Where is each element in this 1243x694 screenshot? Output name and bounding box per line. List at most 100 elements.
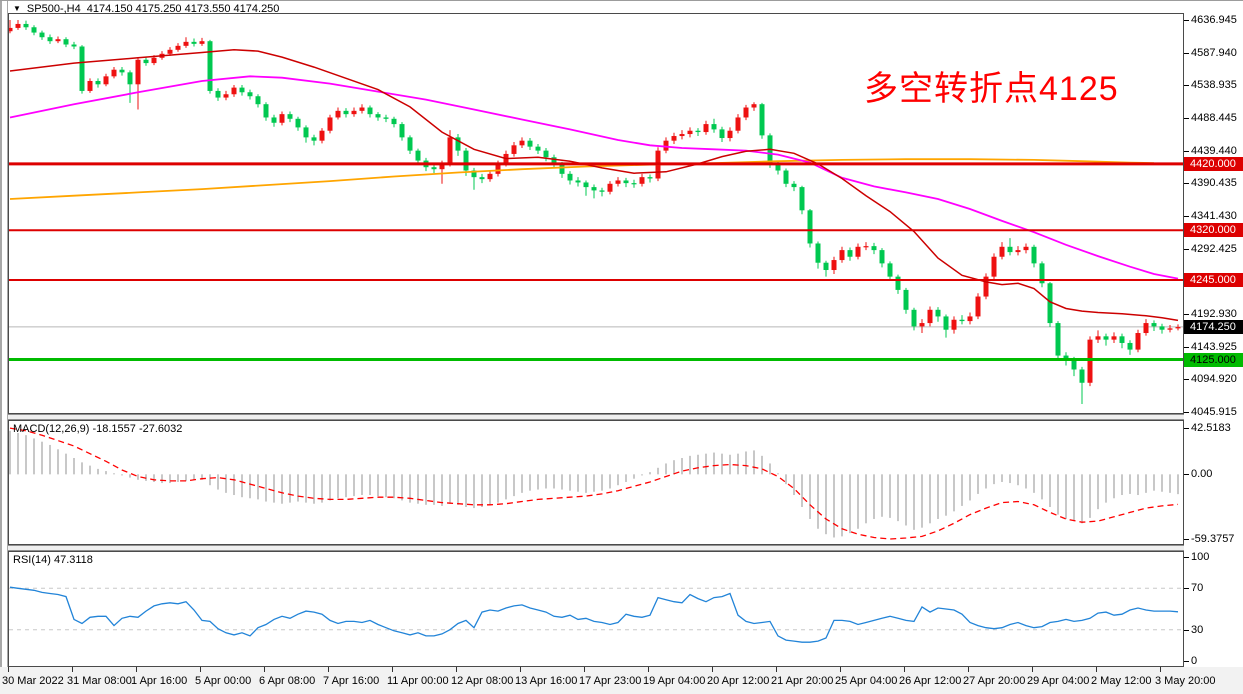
time-axis-label: 11 Apr 00:00 xyxy=(387,675,449,687)
axis-tick-mark xyxy=(1184,183,1189,184)
axis-tick-mark xyxy=(1184,412,1189,413)
time-scale-axis[interactable]: 30 Mar 2022 31 Mar 08:00 1 Apr 16:00 5 Apr … xyxy=(0,667,1243,694)
time-tick-mark xyxy=(712,667,713,672)
price-axis-label: 4094.920 xyxy=(1191,373,1237,385)
time-tick-mark xyxy=(136,667,137,672)
rsi-canvas[interactable] xyxy=(9,552,1183,666)
price-level-badge: 4174.250 xyxy=(1184,320,1243,334)
chart-annotation-text: 多空转折点4125 xyxy=(864,70,1119,108)
time-tick-mark xyxy=(968,667,969,672)
time-tick-mark xyxy=(1096,667,1097,672)
time-axis-label: 13 Apr 16:00 xyxy=(515,675,578,687)
macd-panel[interactable] xyxy=(8,420,1184,545)
macd-canvas[interactable] xyxy=(9,421,1183,544)
price-axis-label: 4292.425 xyxy=(1191,243,1237,255)
axis-tick-mark xyxy=(1184,314,1189,315)
axis-tick-mark xyxy=(1184,557,1189,558)
time-axis-label: 27 Apr 20:00 xyxy=(963,675,1026,687)
price-level-badge: 4245.000 xyxy=(1184,273,1243,287)
price-axis-label: 4341.430 xyxy=(1191,210,1237,222)
time-axis-label: 17 Apr 23:00 xyxy=(579,675,642,687)
axis-tick-mark xyxy=(1184,151,1189,152)
time-tick-mark xyxy=(1032,667,1033,672)
time-axis-label: 31 Mar 08:00 xyxy=(67,675,132,687)
price-level-badge: 4125.000 xyxy=(1184,353,1243,367)
macd-axis-label: -59.3757 xyxy=(1191,533,1235,545)
price-axis-label: 4390.435 xyxy=(1191,177,1237,189)
price-scale-axis[interactable]: 4636.945 4587.940 4538.935 4488.445 4439.440… xyxy=(1184,1,1243,667)
axis-tick-mark xyxy=(1184,85,1189,86)
time-axis-label: 19 Apr 04:00 xyxy=(643,675,706,687)
price-axis-label: 4143.925 xyxy=(1191,341,1237,353)
symbol-dropdown-icon[interactable]: ▼ xyxy=(13,4,21,13)
price-axis-label: 4488.445 xyxy=(1191,112,1237,124)
symbol-period-label: SP500-,H4 xyxy=(26,3,81,15)
time-tick-mark xyxy=(8,667,9,672)
rsi-axis-label: 70 xyxy=(1191,582,1204,594)
time-tick-mark xyxy=(840,667,841,672)
price-axis-label: 4636.945 xyxy=(1191,14,1237,26)
time-axis-label: 6 Apr 08:00 xyxy=(259,675,316,687)
axis-tick-mark xyxy=(1184,347,1189,348)
axis-tick-mark xyxy=(1184,539,1189,540)
time-axis-label: 30 Mar 2022 xyxy=(2,675,64,687)
price-axis-label: 4192.930 xyxy=(1191,308,1237,320)
axis-tick-mark xyxy=(1184,588,1189,589)
time-axis-label: 20 Apr 12:00 xyxy=(707,675,770,687)
price-axis-label: 4587.940 xyxy=(1191,47,1237,59)
time-axis-label: 3 May 20:00 xyxy=(1155,675,1216,687)
time-axis-label: 21 Apr 20:00 xyxy=(771,675,834,687)
time-tick-mark xyxy=(200,667,201,672)
time-tick-mark xyxy=(1160,667,1161,672)
rsi-axis-label: 0 xyxy=(1191,655,1198,667)
time-tick-mark xyxy=(72,667,73,672)
macd-axis-label: 42.5183 xyxy=(1191,422,1231,434)
rsi-axis-label: 30 xyxy=(1191,624,1204,636)
axis-tick-mark xyxy=(1184,428,1189,429)
time-axis-label: 5 Apr 00:00 xyxy=(195,675,252,687)
axis-tick-mark xyxy=(1184,474,1189,475)
price-chart-panel[interactable] xyxy=(8,13,1184,414)
time-axis-label: 7 Apr 16:00 xyxy=(323,675,380,687)
chart-header: ▼ SP500-,H4 4174.150 4175.250 4173.550 417… xyxy=(13,3,285,15)
time-tick-mark xyxy=(648,667,649,672)
axis-tick-mark xyxy=(1184,249,1189,250)
time-axis-label: 2 May 12:00 xyxy=(1091,675,1152,687)
panel-splitter[interactable] xyxy=(8,414,1184,420)
time-tick-mark xyxy=(456,667,457,672)
price-chart-canvas[interactable] xyxy=(9,14,1183,413)
axis-tick-mark xyxy=(1184,661,1189,662)
time-tick-mark xyxy=(328,667,329,672)
panel-splitter[interactable] xyxy=(8,545,1184,551)
time-tick-mark xyxy=(904,667,905,672)
price-axis-label: 4439.440 xyxy=(1191,145,1237,157)
time-tick-mark xyxy=(776,667,777,672)
time-axis-label: 12 Apr 08:00 xyxy=(451,675,514,687)
axis-tick-mark xyxy=(1184,630,1189,631)
price-level-badge: 4420.000 xyxy=(1184,157,1243,171)
time-tick-mark xyxy=(264,667,265,672)
time-tick-mark xyxy=(520,667,521,672)
macd-indicator-label: MACD(12,26,9) -18.1557 -27.6032 xyxy=(13,423,183,435)
ohlc-values: 4174.150 4175.250 4173.550 4174.250 xyxy=(86,3,280,15)
price-level-badge: 4320.000 xyxy=(1184,223,1243,237)
time-axis-label: 26 Apr 12:00 xyxy=(899,675,962,687)
window-frame-left xyxy=(0,1,8,694)
axis-tick-mark xyxy=(1184,216,1189,217)
time-axis-label: 1 Apr 16:00 xyxy=(131,675,188,687)
price-axis-label: 4045.915 xyxy=(1191,406,1237,418)
time-tick-mark xyxy=(584,667,585,672)
rsi-panel[interactable] xyxy=(8,551,1184,667)
macd-axis-label: 0.00 xyxy=(1191,468,1213,480)
rsi-axis-label: 100 xyxy=(1191,551,1210,563)
axis-tick-mark xyxy=(1184,53,1189,54)
price-axis-label: 4538.935 xyxy=(1191,79,1237,91)
axis-tick-mark xyxy=(1184,379,1189,380)
time-axis-label: 25 Apr 04:00 xyxy=(835,675,898,687)
axis-tick-mark xyxy=(1184,20,1189,21)
time-axis-label: 29 Apr 04:00 xyxy=(1027,675,1090,687)
time-tick-mark xyxy=(392,667,393,672)
rsi-indicator-label: RSI(14) 47.3118 xyxy=(13,554,93,566)
axis-tick-mark xyxy=(1184,118,1189,119)
